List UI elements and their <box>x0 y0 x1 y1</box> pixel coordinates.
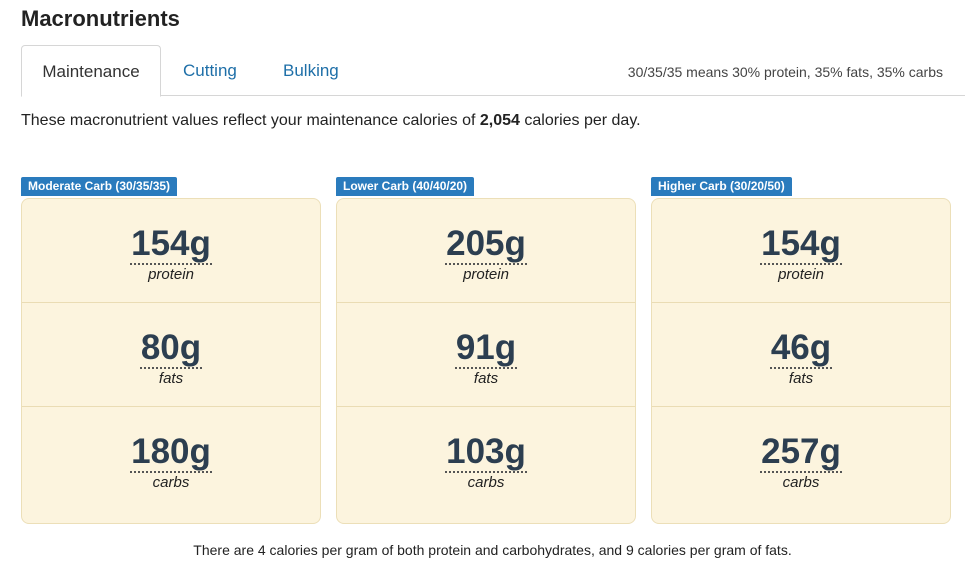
calorie-footnote: There are 4 calories per gram of both pr… <box>193 542 792 558</box>
macro-value[interactable]: 91g <box>454 328 518 369</box>
macro-value[interactable]: 154g <box>130 224 212 265</box>
macro-unit: fats <box>473 370 499 387</box>
page-title: Macronutrients <box>21 6 180 31</box>
macro-value[interactable]: 257g <box>760 432 842 473</box>
macro-cell-protein: 154g protein <box>652 199 950 303</box>
ratio-explanation: 30/35/35 means 30% protein, 35% fats, 35… <box>627 64 943 80</box>
macro-value[interactable]: 180g <box>130 432 212 473</box>
maintenance-calories: 2,054 <box>479 112 520 129</box>
macro-unit: protein <box>778 266 824 283</box>
tab-maintenance[interactable]: Maintenance <box>21 45 161 97</box>
macro-unit: fats <box>788 370 814 387</box>
macro-cell-protein: 154g protein <box>22 199 320 303</box>
macro-value[interactable]: 154g <box>760 224 842 265</box>
tab-cutting[interactable]: Cutting <box>183 61 237 80</box>
card-label-lower-carb: Lower Carb (40/40/20) <box>336 177 475 196</box>
macro-cell-carbs: 257g carbs <box>652 407 950 513</box>
intro-text: These macronutrient values reflect your … <box>21 112 641 130</box>
card-higher-carb: 154g protein 46g fats 257g carbs <box>651 198 951 524</box>
macro-unit: protein <box>148 266 194 283</box>
macro-value[interactable]: 46g <box>769 328 833 369</box>
intro-after: calories per day. <box>519 112 641 129</box>
macro-unit: fats <box>158 370 184 387</box>
macro-cell-fats: 46g fats <box>652 303 950 407</box>
macro-unit: protein <box>463 266 509 283</box>
macro-value[interactable]: 103g <box>445 432 527 473</box>
macro-unit: carbs <box>782 474 820 491</box>
macro-cell-fats: 91g fats <box>337 303 635 407</box>
card-label-moderate-carb: Moderate Carb (30/35/35) <box>21 177 178 196</box>
tab-bulking[interactable]: Bulking <box>283 61 339 80</box>
card-moderate-carb: 154g protein 80g fats 180g carbs <box>21 198 321 524</box>
tab-bar: Maintenance Cutting Bulking 30/35/35 mea… <box>21 45 965 97</box>
intro-before: These macronutrient values reflect your … <box>21 112 480 129</box>
macro-unit: carbs <box>152 474 190 491</box>
macro-cell-fats: 80g fats <box>22 303 320 407</box>
macro-cell-carbs: 180g carbs <box>22 407 320 513</box>
macro-cell-carbs: 103g carbs <box>337 407 635 513</box>
macro-cell-protein: 205g protein <box>337 199 635 303</box>
macro-unit: carbs <box>467 474 505 491</box>
card-label-higher-carb: Higher Carb (30/20/50) <box>651 177 792 196</box>
macro-value[interactable]: 80g <box>139 328 203 369</box>
card-lower-carb: 205g protein 91g fats 103g carbs <box>336 198 636 524</box>
macro-value[interactable]: 205g <box>445 224 527 265</box>
